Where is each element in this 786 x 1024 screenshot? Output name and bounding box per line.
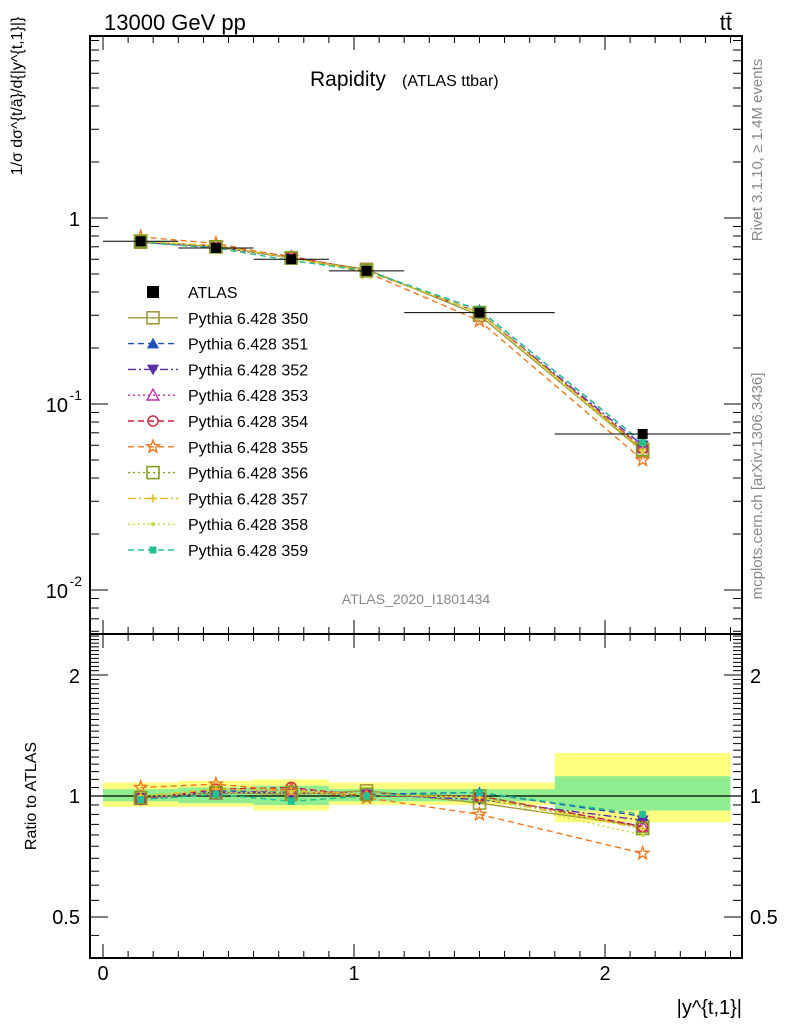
y-ratio-axis-label: Ratio to ATLAS xyxy=(23,742,40,850)
atlas-point-3 xyxy=(361,265,372,276)
ratio-line-series-6 xyxy=(140,791,643,830)
main-line-series-9 xyxy=(140,241,644,444)
legend-label-0: ATLAS xyxy=(188,285,238,302)
ratio-point-series-8-5 xyxy=(640,832,645,837)
plot-title: Rapidity xyxy=(310,68,386,91)
ratio-line-series-1 xyxy=(140,790,643,817)
mcplots-side-label: mcplots.cern.ch [arXiv:1306.3436] xyxy=(749,373,766,600)
ratio-point-series-5-4 xyxy=(471,805,488,822)
main-point-series-9-5 xyxy=(639,439,647,447)
ratio-point-series-8-2 xyxy=(289,790,294,795)
atlas-point-0 xyxy=(135,236,146,247)
legend-marker-2 xyxy=(147,337,159,349)
ratio-band-inner-5 xyxy=(554,776,731,811)
plot-subtitle: (ATLAS ttbar) xyxy=(402,73,499,90)
legend: ATLAS Pythia 6.428 350 Pythia 6.428 351 Pyt… xyxy=(128,285,308,560)
process-label: tt̄ xyxy=(720,10,732,35)
ratio-y-tick-0.5-left: 0.5 xyxy=(52,907,80,929)
ratio-line-series-8 xyxy=(140,791,643,836)
ratio-y-tick-1-left: 1 xyxy=(69,786,80,808)
ratio-point-series-5-5 xyxy=(634,844,651,861)
y-tick-label-0.1-exp: -1 xyxy=(70,387,83,403)
legend-label-2: Pythia 6.428 351 xyxy=(188,337,308,354)
legend-marker-8 xyxy=(149,494,157,503)
ratio-point-series-9-4 xyxy=(476,789,483,797)
ratio-line-series-9 xyxy=(140,791,643,816)
legend-label-10: Pythia 6.428 359 xyxy=(188,543,308,560)
ratio-point-series-9-0 xyxy=(137,796,145,804)
ratio-point-series-5-0 xyxy=(132,778,149,795)
analysis-id: ATLAS_2020_I1801434 xyxy=(342,591,491,607)
y-tick-label-1: 1 xyxy=(69,209,80,231)
legend-label-5: Pythia 6.428 354 xyxy=(188,414,308,431)
legend-marker-10 xyxy=(149,546,157,554)
rivet-side-label: Rivet 3.1.10, ≥ 1.4M events xyxy=(749,59,766,242)
y-tick-label-0.01-base: 10 xyxy=(46,581,68,603)
y-tick-label-0.1-base: 10 xyxy=(46,395,68,417)
legend-label-9: Pythia 6.428 358 xyxy=(188,517,308,534)
main-line-series-5 xyxy=(140,236,644,461)
legend-marker-3 xyxy=(147,364,159,376)
atlas-point-5 xyxy=(637,428,648,439)
legend-marker-0 xyxy=(147,286,159,298)
ratio-line-series-7 xyxy=(140,788,643,830)
ratio-uncertainty-bands xyxy=(103,752,731,823)
main-point-series-8-5 xyxy=(640,450,645,455)
legend-label-4: Pythia 6.428 353 xyxy=(188,388,308,405)
main-series-group xyxy=(103,228,731,467)
legend-marker-5 xyxy=(147,415,159,427)
ratio-point-series-9-2 xyxy=(287,797,295,805)
x-tick-label-0: 0 xyxy=(97,963,108,985)
legend-marker-6 xyxy=(144,438,162,454)
x-axis-label: |y^{t,1}| xyxy=(677,997,742,1019)
y-tick-label-0.01-exp: -2 xyxy=(70,573,83,589)
ratio-y-tick-2-right: 2 xyxy=(750,666,761,688)
legend-marker-4 xyxy=(145,387,161,401)
main-point-series-5-5 xyxy=(634,451,651,467)
x-tick-label-1: 1 xyxy=(348,963,359,985)
ratio-point-series-9-3 xyxy=(363,792,371,800)
ratio-series-group xyxy=(132,775,651,861)
ratio-line-series-4 xyxy=(140,786,643,828)
ratio-line-series-5 xyxy=(140,783,643,854)
legend-label-3: Pythia 6.428 352 xyxy=(188,362,308,379)
legend-label-1: Pythia 6.428 350 xyxy=(188,311,308,328)
legend-marker-7 xyxy=(146,465,160,480)
legend-marker-9 xyxy=(151,522,155,527)
atlas-point-2 xyxy=(286,254,297,265)
ratio-point-series-7-5 xyxy=(638,824,647,833)
ratio-point-series-9-1 xyxy=(212,790,220,798)
energy-label: 13000 GeV pp xyxy=(104,10,246,35)
main-line-series-4 xyxy=(140,241,644,449)
y-main-axis-label: 1/σ dσ^{t/ā}/d{|y^{t,1}|} xyxy=(9,16,26,175)
ratio-y-tick-2-left: 2 xyxy=(69,666,80,688)
ratio-y-tick-0.5-right: 0.5 xyxy=(750,907,778,929)
ratio-point-series-6-3 xyxy=(359,787,374,802)
ratio-point-series-6-0 xyxy=(133,790,148,805)
ratio-point-series-8-4 xyxy=(477,795,482,800)
ratio-y-tick-1-right: 1 xyxy=(750,786,761,808)
legend-label-7: Pythia 6.428 356 xyxy=(188,466,308,483)
ratio-point-series-9-5 xyxy=(639,810,647,818)
legend-label-6: Pythia 6.428 355 xyxy=(188,440,308,457)
legend-label-8: Pythia 6.428 357 xyxy=(188,491,308,508)
atlas-point-4 xyxy=(474,307,485,318)
atlas-point-1 xyxy=(210,242,221,253)
x-tick-label-2: 2 xyxy=(599,963,610,985)
axis-ticks xyxy=(90,36,742,958)
ratio-line-series-2 xyxy=(140,791,643,821)
legend-marker-1 xyxy=(146,310,160,325)
